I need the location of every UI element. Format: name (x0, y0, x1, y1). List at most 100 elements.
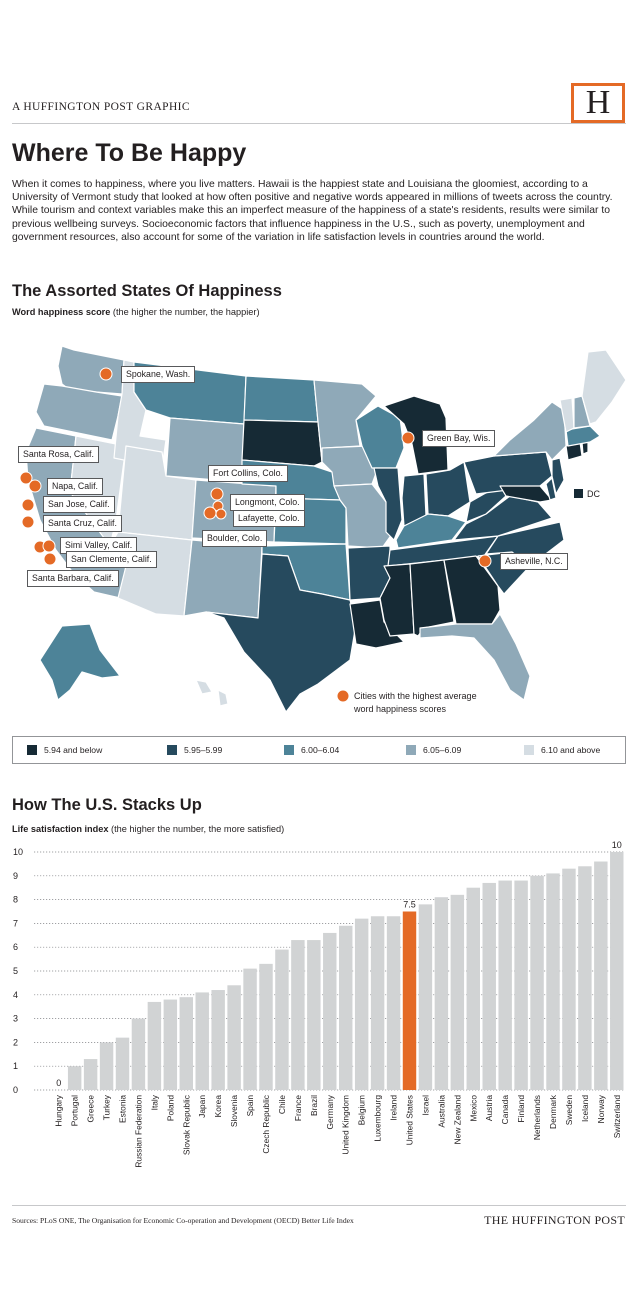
bar (227, 985, 241, 1090)
city-label-boulder: Boulder, Colo. (202, 530, 268, 547)
bar (99, 1042, 114, 1090)
x-tick-label: Israel (420, 1095, 430, 1116)
legend-item-4: 6.10 and above (524, 745, 600, 755)
dot-san-clemente (43, 552, 57, 566)
bar (498, 880, 512, 1090)
dot-santa-barbara (42, 539, 56, 553)
huffpost-logo: H (574, 86, 622, 120)
dot-green-bay (401, 431, 415, 445)
x-tick-label: Mexico (468, 1095, 478, 1122)
x-tick-label: Japan (197, 1095, 207, 1118)
data-label: 10 (612, 840, 622, 850)
bar (67, 1066, 82, 1090)
state-hi (195, 679, 213, 695)
dot-san-jose (21, 498, 35, 512)
y-tick-label: 2 (13, 1037, 18, 1047)
city-label-santa-rosa: Santa Rosa, Calif. (18, 446, 99, 463)
legend-item-3: 6.05–6.09 (406, 745, 461, 755)
bar (546, 873, 560, 1090)
city-label-san-jose: San Jose, Calif. (43, 496, 115, 513)
x-tick-label: New Zealand (452, 1095, 462, 1145)
dot-legend-marker (336, 689, 350, 703)
x-tick-label: Iceland (580, 1095, 590, 1122)
y-tick-label: 3 (13, 1014, 18, 1024)
dot-napa (28, 479, 42, 493)
x-tick-label: Germany (325, 1094, 335, 1129)
bar (291, 940, 305, 1090)
x-tick-label: Greece (86, 1095, 96, 1123)
x-tick-label: Korea (213, 1095, 223, 1118)
city-legend-line1: Cities with the highest average (354, 691, 477, 701)
x-tick-label: Slovenia (229, 1095, 239, 1127)
footer-brand: THE HUFFINGTON POST (484, 1213, 625, 1227)
city-label-santa-barbara: Santa Barbara, Calif. (27, 570, 119, 587)
y-tick-label: 9 (13, 871, 18, 881)
state-tx (205, 553, 357, 713)
legend-item-0: 5.94 and below (27, 745, 102, 755)
x-tick-label: Luxembourg (373, 1095, 383, 1142)
y-tick-label: 10 (13, 847, 23, 857)
state-ky (395, 513, 467, 549)
x-tick-label: Czech Republic (261, 1095, 271, 1154)
x-tick-label: Brazil (309, 1095, 319, 1116)
x-tick-label: Norway (596, 1094, 606, 1123)
x-tick-label: Denmark (548, 1094, 558, 1129)
bar (562, 868, 576, 1090)
dot-fort-collins (210, 487, 224, 501)
state-hi-2 (217, 689, 229, 707)
legend-swatch-2 (284, 745, 294, 755)
legend-swatch-1 (167, 745, 177, 755)
city-label-santa-cruz: Santa Cruz, Calif. (43, 515, 122, 532)
state-il (373, 467, 403, 541)
state-wi (355, 405, 405, 469)
city-label-san-clemente: San Clemente, Calif. (66, 551, 157, 568)
map-section-title: The Assorted States Of Happiness (12, 282, 282, 300)
y-tick-label: 4 (13, 990, 18, 1000)
state-nh (573, 395, 591, 429)
state-de (545, 477, 557, 501)
y-tick-label: 0 (13, 1085, 18, 1095)
city-label-fort-collins: Fort Collins, Colo. (208, 465, 288, 482)
bar (354, 918, 369, 1090)
bar (450, 894, 465, 1090)
bar (482, 882, 496, 1090)
x-tick-label: United States (405, 1095, 415, 1145)
x-tick-label: United Kingdom (341, 1095, 351, 1155)
x-tick-label: Poland (165, 1095, 175, 1121)
x-tick-label: Belgium (357, 1095, 367, 1125)
y-tick-label: 8 (13, 895, 18, 905)
y-tick-label: 7 (13, 918, 18, 928)
bar (163, 999, 178, 1090)
state-md (499, 485, 553, 503)
y-tick-label: 6 (13, 942, 18, 952)
legend-swatch-3 (406, 745, 416, 755)
bar (243, 968, 257, 1090)
y-tick-label: 1 (13, 1061, 18, 1071)
state-sd (241, 419, 323, 467)
x-tick-label: Portugal (70, 1095, 80, 1126)
bar (610, 852, 624, 1090)
intro-text: When it comes to happiness, where you li… (12, 179, 613, 243)
x-tick-label: Estonia (118, 1095, 128, 1123)
dot-asheville (478, 554, 492, 568)
bar (323, 932, 337, 1090)
bar (418, 904, 433, 1090)
bar (307, 940, 321, 1090)
bar (530, 875, 544, 1090)
data-label: 0 (56, 1078, 61, 1088)
bar (83, 1059, 98, 1090)
dot-santa-cruz (21, 515, 35, 529)
footer-rule (12, 1205, 626, 1206)
state-me (581, 349, 627, 425)
kicker: A HUFFINGTON POST GRAPHIC (12, 101, 190, 113)
bar (594, 861, 608, 1090)
x-tick-label: Slovak Republic (181, 1095, 191, 1155)
x-tick-label: Finland (516, 1095, 526, 1123)
page-title: Where To Be Happy (12, 139, 247, 167)
city-label-napa: Napa, Calif. (47, 478, 103, 495)
legend-swatch-4 (524, 745, 534, 755)
bar (275, 949, 289, 1090)
x-tick-label: Spain (245, 1095, 255, 1117)
map-legend: 5.94 and below 5.95–5.99 6.00–6.04 6.05–… (12, 736, 626, 764)
